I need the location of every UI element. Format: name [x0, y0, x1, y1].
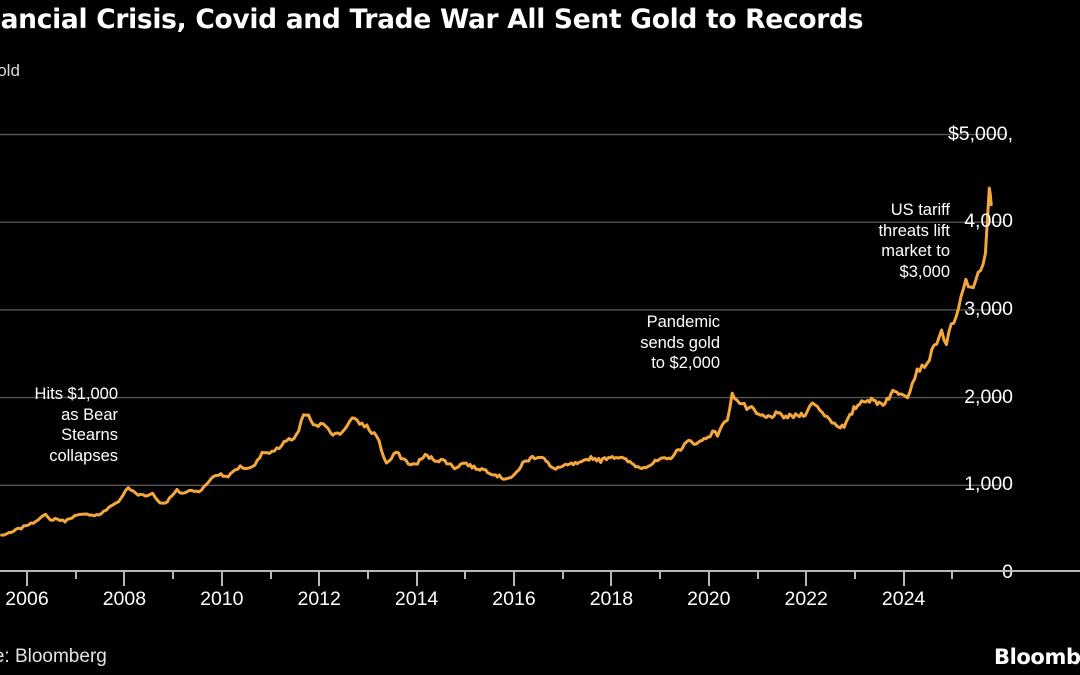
x-tick-2022 [805, 572, 808, 586]
x-axis-label-2022: 2022 [784, 588, 828, 610]
x-tick-minor-2019 [659, 572, 662, 579]
source-note: rce: Bloomberg [0, 646, 107, 667]
x-tick-minor-2025 [951, 572, 954, 579]
x-tick-2024 [902, 572, 905, 586]
y-axis-label-2000: 2,000 [964, 385, 1013, 408]
x-tick-2010 [220, 572, 223, 586]
x-axis-label-2020: 2020 [687, 588, 731, 610]
x-tick-minor-2017 [561, 572, 564, 579]
x-axis-label-2018: 2018 [589, 588, 634, 610]
x-tick-minor-2013 [366, 572, 369, 579]
annotation-pandemic: Pandemic sends gold to $2,000 [640, 313, 720, 372]
x-tick-minor-2009 [172, 572, 175, 579]
gold-price-line [0, 186, 993, 537]
y-axis-label-0: 0 [1002, 561, 1013, 583]
chart-subtitle: Gold [0, 61, 20, 80]
y-axis-label-4000: 4,000 [964, 210, 1013, 233]
x-axis-label-2006: 2006 [5, 588, 49, 610]
x-axis-label-2008: 2008 [102, 588, 147, 610]
x-tick-2020 [707, 572, 710, 586]
annotation-bear-stearns: Hits $1,000 as Bear Stearns collapses [34, 385, 118, 465]
x-tick-minor-2007 [74, 572, 77, 579]
x-axis-label-2024: 2024 [881, 588, 926, 610]
x-axis-label-2014: 2014 [394, 588, 439, 610]
x-axis-label-2010: 2010 [200, 588, 244, 610]
gridlines [0, 133, 1005, 486]
x-axis: 2006 2008 2010 2012 2014 2016 2018 2020 2022 2024 [0, 570, 1080, 630]
x-axis-label-2016: 2016 [492, 588, 536, 610]
x-tick-2006 [26, 572, 28, 586]
bloomberg-brand: Bloomb [994, 645, 1080, 669]
x-tick-2014 [415, 572, 418, 586]
y-axis-label-5000: $5,000, [947, 122, 1013, 145]
annotation-us-tariff: US tariff threats lift market to $3,000 [878, 201, 950, 281]
y-axis-label-1000: 1,000 [964, 473, 1013, 496]
x-tick-minor-2011 [269, 572, 272, 579]
x-axis-label-2012: 2012 [297, 588, 341, 610]
x-axis-line [0, 570, 1080, 572]
x-tick-minor-2021 [756, 572, 759, 579]
chart-title: nancial Crisis, Covid and Trade War All … [0, 4, 864, 35]
x-tick-2018 [610, 572, 613, 586]
x-tick-2008 [123, 572, 126, 586]
x-tick-minor-2015 [464, 572, 467, 579]
x-tick-minor-2023 [853, 572, 856, 579]
y-axis-label-3000: 3,000 [964, 297, 1013, 320]
chart-canvas [0, 133, 1005, 537]
x-tick-2016 [513, 572, 515, 586]
plot-area: $5,000, 4,000 3,000 2,000 1,000 0 [0, 95, 1013, 582]
x-tick-2012 [318, 572, 321, 586]
